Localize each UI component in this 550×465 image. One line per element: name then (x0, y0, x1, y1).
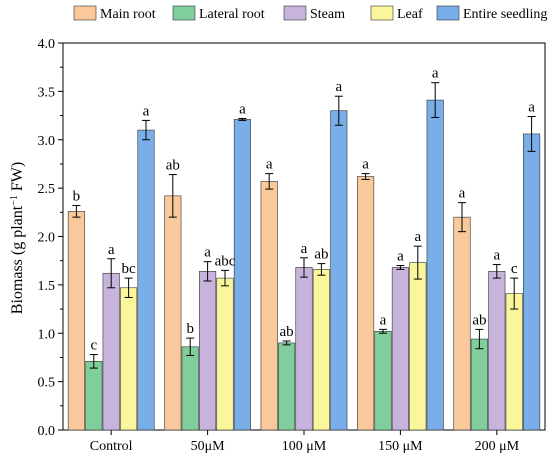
bar (233, 119, 251, 431)
significance-label: a (108, 242, 115, 258)
legend-swatch (370, 5, 394, 21)
bars (67, 99, 541, 431)
bar (488, 271, 506, 431)
significance-label: ab (280, 324, 294, 340)
legend-label: Main root (100, 7, 156, 22)
error-bars (72, 82, 536, 369)
bar (164, 195, 182, 431)
x-tick-label: 150 μM (378, 439, 423, 454)
x-tick-label: 200 μM (475, 439, 520, 454)
significance-label: ab (166, 158, 180, 174)
y-axis-label-suffix: FW) (9, 162, 26, 195)
bar (120, 287, 138, 431)
y-tick-label: 4.0 (38, 37, 56, 52)
bar (409, 262, 427, 431)
legend-swatch (436, 5, 460, 21)
legend-swatch (172, 5, 196, 21)
y-axis-label-sup: −1 (9, 195, 20, 206)
bar (216, 277, 234, 431)
y-tick-label: 1.5 (38, 279, 56, 294)
legend-label: Lateral root (199, 7, 265, 22)
y-tick-label: 3.0 (38, 134, 56, 149)
significance-label: ab (472, 312, 486, 328)
bar (260, 181, 278, 431)
bar (505, 293, 523, 431)
y-tick-label: 3.5 (38, 85, 56, 100)
significance-label: a (239, 101, 246, 117)
significance-label: abc (215, 253, 236, 269)
significance-label: a (493, 248, 500, 264)
y-axis-label: Biomass (g plant−1 FW) (9, 162, 27, 314)
bar (85, 361, 103, 431)
significance-label: a (362, 157, 369, 173)
bar (391, 267, 409, 431)
significance-label: ab (314, 247, 328, 263)
legend-swatch (73, 5, 97, 21)
legend-label: Leaf (397, 7, 423, 22)
y-tick-label: 2.5 (38, 182, 56, 197)
y-tick-label: 2.0 (38, 231, 56, 246)
bar (453, 216, 471, 431)
significance-label: a (414, 229, 421, 245)
significance-label: b (73, 189, 81, 205)
significance-label: a (301, 241, 308, 257)
bar (470, 338, 488, 431)
significance-label: a (380, 312, 387, 328)
bar (67, 211, 85, 431)
significance-label: bc (122, 261, 137, 277)
legend: Main root Lateral root Steam Leaf Entire see… (73, 5, 547, 22)
tick-labels: 0.0 0.5 1.0 1.5 2.0 2.5 3.0 3.5 4.0 Control 50μM 10… (38, 37, 520, 454)
significance-label: a (397, 249, 404, 265)
y-tick-label: 0.0 (38, 424, 56, 439)
significance-label: a (143, 103, 150, 119)
significance-label: a (266, 157, 273, 173)
bar (312, 269, 330, 431)
significance-label: c (90, 338, 97, 354)
bar (295, 267, 313, 431)
y-axis-label-prefix: Biomass (g plant (9, 205, 26, 314)
y-tick-label: 0.5 (38, 376, 56, 391)
x-tick-label: 50μM (191, 439, 226, 454)
significance-label: a (432, 66, 439, 82)
y-tick-label: 1.0 (38, 327, 56, 342)
significance-label: a (204, 245, 211, 261)
significance-label: a (528, 100, 535, 116)
legend-swatch (283, 5, 307, 21)
significance-label: a (335, 79, 342, 95)
bar (137, 129, 155, 431)
significance-label: a (459, 186, 466, 202)
bar (278, 342, 296, 431)
bar (426, 99, 444, 431)
bar (181, 346, 199, 431)
bar (523, 133, 541, 431)
legend-label: Steam (310, 7, 345, 22)
bar (102, 272, 120, 431)
significance-label: c (511, 261, 518, 277)
bar (199, 271, 217, 431)
bar (374, 331, 392, 431)
bar (330, 110, 348, 431)
bar (357, 176, 375, 431)
x-tick-label: 100 μM (282, 439, 327, 454)
x-tick-label: Control (90, 439, 133, 454)
legend-label: Entire seedling (463, 7, 547, 22)
significance-label: b (186, 321, 194, 337)
